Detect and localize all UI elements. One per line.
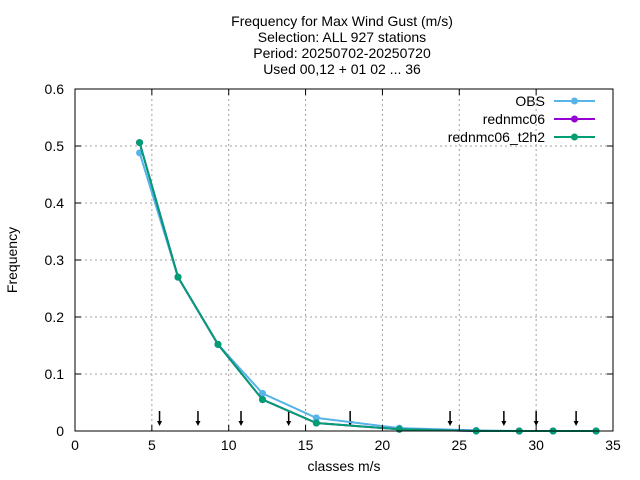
series-point xyxy=(214,340,222,348)
arrow-head xyxy=(238,421,244,426)
x-tick-label: 15 xyxy=(298,437,314,453)
x-tick-labels: 0 5 10 15 20 25 30 35 xyxy=(71,437,621,453)
grid xyxy=(75,89,613,431)
series-point xyxy=(174,273,182,281)
class-boundary-arrow xyxy=(447,411,453,426)
series-layer xyxy=(136,139,600,435)
class-boundary-markers xyxy=(157,411,579,426)
title-line-1: Frequency for Max Wind Gust (m/s) xyxy=(231,13,453,29)
series-point xyxy=(395,425,403,433)
legend-marker xyxy=(571,133,578,141)
arrow-head xyxy=(501,421,507,426)
series-point xyxy=(312,419,320,427)
series-point xyxy=(259,389,267,397)
arrow-head xyxy=(447,421,453,426)
series-1 xyxy=(136,149,600,435)
arrow-head xyxy=(286,421,292,426)
y-tick-label: 0.2 xyxy=(45,309,65,325)
class-boundary-arrow xyxy=(501,411,507,426)
class-boundary-arrow xyxy=(157,411,163,426)
title-line-4: Used 00,12 + 01 02 ... 36 xyxy=(263,61,421,77)
x-tick-label: 20 xyxy=(375,437,391,453)
arrow-head xyxy=(157,421,163,426)
legend-marker xyxy=(571,97,578,105)
series-line xyxy=(138,142,597,432)
legend-marker xyxy=(571,115,578,123)
x-tick-label: 0 xyxy=(71,437,79,453)
series-3 xyxy=(136,139,600,435)
x-axis-label: classes m/s xyxy=(307,458,380,474)
y-tick-labels: 0 0.1 0.2 0.3 0.4 0.5 0.6 xyxy=(45,81,65,439)
x-tick-label: 35 xyxy=(605,437,621,453)
axis-ticks xyxy=(74,88,614,432)
legend: OBS rednmc06 rednmc06_t2h2 xyxy=(448,93,595,145)
x-tick-label: 5 xyxy=(148,437,156,453)
series-2 xyxy=(136,139,600,435)
y-axis-label: Frequency xyxy=(4,227,20,293)
class-boundary-arrow xyxy=(347,411,353,426)
legend-label: OBS xyxy=(515,93,545,109)
class-boundary-arrow xyxy=(238,411,244,426)
legend-entry: rednmc06_t2h2 xyxy=(448,129,595,145)
y-tick-label: 0.4 xyxy=(45,195,65,211)
series-line xyxy=(138,142,597,432)
class-boundary-arrow xyxy=(573,411,579,426)
series-point xyxy=(136,139,144,147)
class-boundary-arrow xyxy=(286,411,292,426)
class-boundary-arrow xyxy=(533,411,539,426)
x-tick-label: 10 xyxy=(221,437,237,453)
x-tick-label: 25 xyxy=(451,437,467,453)
series-point xyxy=(312,414,320,422)
y-tick-label: 0.3 xyxy=(45,252,65,268)
y-tick-label: 0.1 xyxy=(45,366,65,382)
legend-entry: rednmc06 xyxy=(483,111,595,127)
y-tick-label: 0.6 xyxy=(45,81,65,97)
title-line-2: Selection: ALL 927 stations xyxy=(258,29,426,45)
series-line xyxy=(138,152,597,432)
class-boundary-arrow xyxy=(195,411,201,426)
series-point xyxy=(259,396,267,404)
arrow-head xyxy=(573,421,579,426)
legend-entry: OBS xyxy=(515,93,595,109)
legend-label: rednmc06 xyxy=(483,111,545,127)
legend-label: rednmc06_t2h2 xyxy=(448,129,546,145)
x-tick-label: 30 xyxy=(528,437,544,453)
chart-title: Frequency for Max Wind Gust (m/s) Select… xyxy=(231,13,453,77)
y-tick-label: 0 xyxy=(56,423,64,439)
y-tick-label: 0.5 xyxy=(45,138,65,154)
arrow-head xyxy=(195,421,201,426)
title-line-3: Period: 20250702-20250720 xyxy=(253,45,431,61)
arrow-head xyxy=(533,421,539,426)
